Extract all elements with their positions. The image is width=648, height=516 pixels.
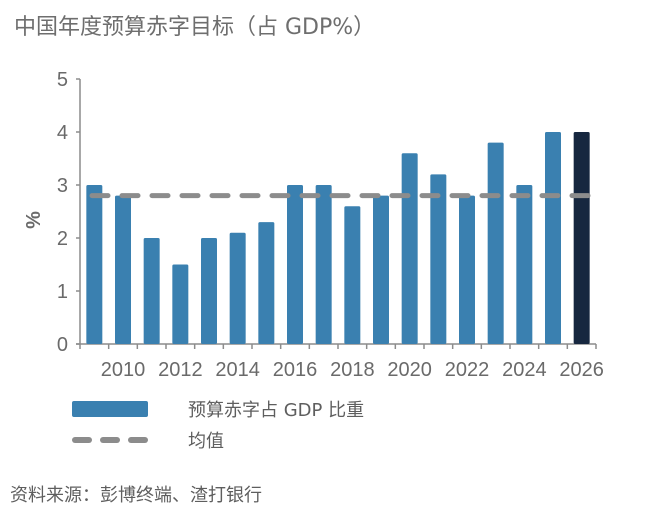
y-tick-label: 3 xyxy=(57,175,68,197)
legend-swatch-dashed-line xyxy=(72,437,148,443)
legend-swatch-bar xyxy=(72,401,148,417)
bar-2024 xyxy=(516,185,533,344)
bar-2020 xyxy=(401,153,418,344)
x-tick-label: 2024 xyxy=(502,359,547,381)
bar-2019 xyxy=(373,195,389,344)
x-tick-label: 2026 xyxy=(559,359,604,381)
chart-title: 中国年度预算赤字目标（占 GDP%） xyxy=(14,15,376,40)
x-tick-label: 2010 xyxy=(101,359,146,381)
x-tick-label: 2018 xyxy=(330,359,375,381)
bar-chart: 0 1 2 3 4 5% 2010 2012 2014 2016 2018 2020 2022 2024 2… xyxy=(23,69,604,381)
bar-2021 xyxy=(430,174,447,344)
x-tick-label: 2014 xyxy=(215,359,260,381)
bar-2011 xyxy=(143,238,160,344)
bar-2016 xyxy=(287,185,303,344)
bar-2013 xyxy=(201,238,217,344)
y-axis-label: % xyxy=(23,211,45,229)
y-tick-label: 4 xyxy=(57,122,68,144)
legend-label-bar: 预算赤字占 GDP 比重 xyxy=(188,400,365,421)
bar-2014 xyxy=(229,232,246,344)
bar-2017 xyxy=(315,185,332,344)
bar-2023 xyxy=(487,142,504,344)
bar-2018 xyxy=(344,206,361,344)
axes xyxy=(76,78,597,349)
legend-item-average: 均值 xyxy=(72,427,224,453)
bar-2025 xyxy=(545,132,561,344)
x-tick-label: 2022 xyxy=(445,359,490,381)
y-tick-label: 1 xyxy=(57,281,68,303)
legend-item-bar: 预算赤字占 GDP 比重 xyxy=(72,396,364,422)
tick-labels: 0 1 2 3 4 5% 2010 2012 2014 2016 2018 2020 2022 2024 2… xyxy=(23,69,604,381)
x-tick-label: 2020 xyxy=(387,359,432,381)
x-tick-label: 2012 xyxy=(158,359,203,381)
bar-2009 xyxy=(86,185,103,344)
source-note: 资料来源：彭博终端、渣打银行 xyxy=(10,485,262,506)
bars xyxy=(86,132,590,344)
bar-2022 xyxy=(459,195,475,344)
legend-label-average: 均值 xyxy=(188,431,224,452)
bar-2010 xyxy=(115,195,131,344)
x-tick-label: 2016 xyxy=(273,359,318,381)
bar-2012 xyxy=(172,264,189,344)
y-tick-label: 2 xyxy=(57,228,68,250)
bar-2015 xyxy=(258,222,275,344)
y-tick-label: 0 xyxy=(57,334,68,356)
bar-2026 xyxy=(573,132,590,344)
y-tick-label: 5 xyxy=(57,69,68,91)
